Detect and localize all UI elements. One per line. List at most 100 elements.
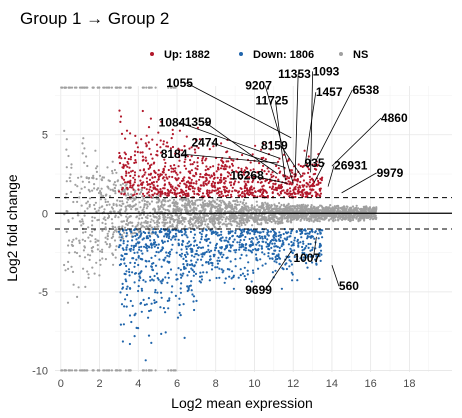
data-point	[117, 246, 121, 249]
data-point	[66, 210, 69, 213]
data-point	[78, 191, 82, 194]
data-point-up	[261, 188, 264, 191]
data-point-down	[131, 304, 134, 307]
data-point-up	[231, 164, 234, 167]
data-point	[139, 223, 142, 226]
data-point-down	[241, 228, 244, 231]
data-point-down	[306, 237, 309, 240]
data-point	[101, 248, 104, 251]
data-point	[153, 209, 156, 213]
data-point-down	[124, 278, 127, 281]
data-point-up	[152, 181, 155, 184]
data-point-up	[159, 146, 162, 149]
data-point-up	[228, 189, 231, 192]
data-point	[327, 219, 330, 222]
data-point-down	[243, 238, 246, 241]
data-point-up	[248, 176, 251, 179]
data-point-up	[269, 148, 272, 151]
data-point	[334, 219, 337, 222]
data-point-up	[276, 192, 279, 195]
data-point-up	[170, 167, 173, 170]
data-point-up	[186, 155, 189, 158]
data-point-down	[180, 229, 183, 232]
data-point-up	[174, 167, 177, 170]
data-point-down	[302, 240, 305, 243]
data-point-down	[223, 281, 226, 284]
data-point-down	[204, 251, 207, 254]
data-point	[104, 198, 107, 201]
data-point	[315, 209, 318, 212]
data-point-down	[193, 233, 196, 236]
data-point-down	[249, 249, 252, 252]
data-point	[274, 222, 277, 225]
data-point-down	[162, 307, 165, 310]
data-point	[188, 219, 191, 223]
data-point-up	[191, 185, 194, 188]
data-point	[144, 219, 147, 223]
data-point-down	[214, 230, 217, 233]
data-point-up	[125, 186, 129, 189]
data-point-down	[151, 278, 154, 281]
data-point-down	[137, 263, 140, 267]
data-point-down	[186, 253, 189, 256]
data-point-down	[253, 230, 256, 233]
data-point-up	[319, 177, 322, 180]
data-point-down	[179, 291, 182, 294]
data-point-down	[259, 237, 262, 240]
data-point-down	[152, 262, 155, 265]
data-point	[343, 210, 347, 213]
data-point-down	[140, 249, 143, 252]
data-point-down	[155, 250, 158, 254]
data-point	[81, 86, 84, 89]
data-point-down	[119, 323, 122, 326]
data-point	[204, 223, 207, 226]
data-point-down	[161, 247, 165, 250]
data-point-down	[130, 320, 133, 324]
data-point	[149, 220, 152, 224]
data-point-down	[161, 279, 164, 282]
data-point-up	[207, 174, 211, 177]
data-point	[264, 221, 267, 224]
data-point	[96, 219, 99, 222]
data-point	[126, 204, 130, 207]
data-point-down	[216, 262, 220, 265]
data-point-down	[309, 242, 312, 246]
data-point-up	[245, 166, 248, 169]
data-point	[200, 204, 203, 207]
data-point-down	[231, 244, 234, 247]
data-point	[93, 207, 96, 210]
data-point	[219, 221, 222, 224]
data-point-up	[299, 193, 302, 196]
data-point-up	[150, 181, 154, 184]
data-point-up	[231, 190, 234, 193]
data-point	[266, 221, 269, 225]
data-point-up	[291, 192, 294, 195]
data-point-up	[183, 193, 186, 196]
data-point	[99, 191, 103, 195]
data-point	[152, 219, 155, 222]
data-point-up	[198, 178, 201, 181]
data-point	[158, 217, 161, 220]
data-point-down	[139, 230, 142, 233]
data-point	[143, 199, 146, 203]
data-point-up	[259, 188, 262, 191]
data-point	[105, 243, 108, 246]
data-point-up	[271, 171, 274, 174]
data-point-down	[187, 245, 190, 248]
data-point-up	[308, 175, 311, 178]
data-point-down	[147, 297, 150, 300]
data-point-down	[316, 232, 319, 235]
data-point-up	[225, 165, 228, 168]
data-point-up	[302, 193, 305, 196]
data-point	[357, 219, 360, 222]
data-point	[207, 226, 210, 229]
data-point	[119, 86, 122, 89]
data-point-up	[264, 189, 267, 192]
data-point	[174, 232, 177, 235]
data-point-down	[151, 268, 154, 271]
data-point-down	[267, 255, 270, 258]
data-point-down	[151, 231, 154, 234]
data-point	[168, 216, 171, 219]
data-point-down	[220, 268, 223, 271]
